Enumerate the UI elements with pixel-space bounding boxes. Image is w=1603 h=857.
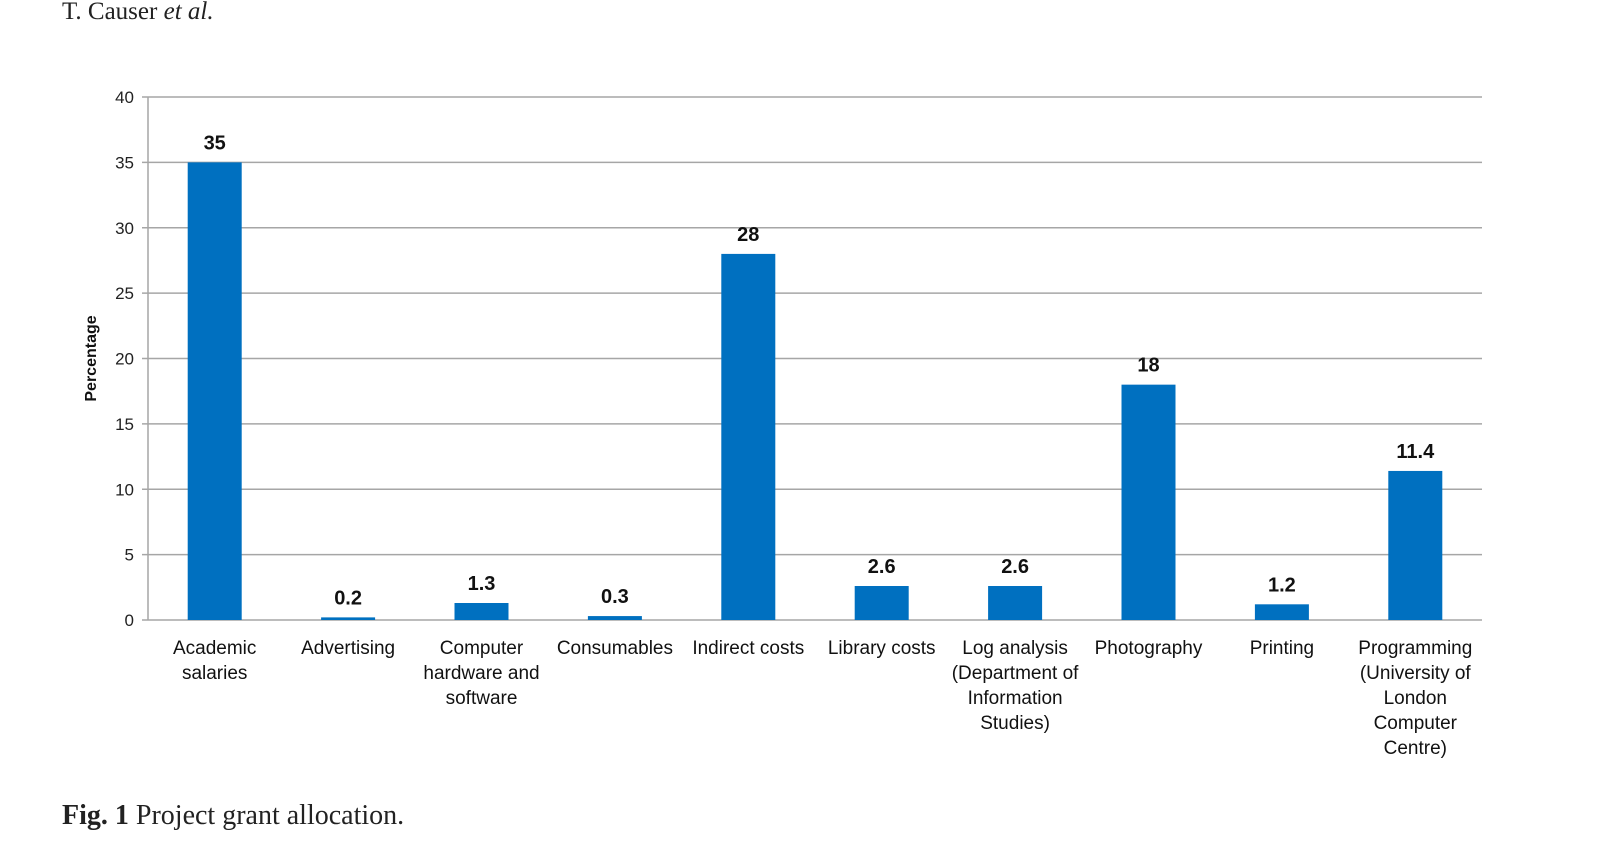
category-label: Academic salaries [173, 638, 256, 684]
category-label-line: Computer [1374, 713, 1458, 734]
y-tick-label: 10 [115, 480, 134, 499]
data-label: 2.6 [1001, 556, 1029, 578]
category-label-line: London [1384, 688, 1447, 709]
figure-caption-text: Project grant allocation. [135, 800, 405, 831]
bar [454, 603, 509, 620]
data-label: 18 [1137, 355, 1159, 377]
category-label: Programming (University of London Computer C… [1358, 638, 1472, 759]
category-label-line: Advertising [301, 638, 395, 659]
category-label-line: software [446, 688, 518, 709]
data-label: 2.6 [868, 556, 896, 578]
category-label: Computer hardware and software [423, 638, 539, 709]
figure-caption: Fig. 1 Project grant allocation. [62, 800, 404, 832]
figure-caption-label: Fig. 1 [62, 800, 129, 831]
category-label-line: Library costs [828, 638, 936, 659]
y-tick-label: 20 [115, 350, 134, 369]
bar [587, 616, 642, 620]
bar [854, 586, 909, 620]
category-label-line: Indirect costs [692, 638, 804, 659]
category-label: Indirect costs [692, 638, 804, 659]
bar [988, 586, 1043, 620]
data-label: 35 [204, 132, 226, 154]
bar [1121, 384, 1176, 620]
category-label: Photography [1095, 638, 1203, 659]
category-label-line: Printing [1250, 638, 1314, 659]
category-label-line: Information [968, 688, 1063, 709]
y-tick-label: 5 [125, 546, 134, 565]
category-label-line: Academic [173, 638, 256, 659]
data-label: 0.2 [334, 587, 362, 609]
category-label-line: (University of [1360, 663, 1472, 684]
category-label-line: (Department of [952, 663, 1079, 684]
data-label: 1.2 [1268, 574, 1296, 596]
category-label-line: Consumables [557, 638, 673, 659]
category-label-line: Programming [1358, 638, 1472, 659]
data-label: 28 [737, 224, 759, 246]
running-head-author: T. Causer [62, 0, 158, 25]
y-tick-label: 25 [115, 284, 134, 303]
y-axis-label: Percentage [83, 315, 100, 401]
category-label: Log analysis (Department of Information Stu… [952, 638, 1079, 734]
category-label: Advertising [301, 638, 395, 659]
y-tick-label: 30 [115, 219, 134, 238]
data-label: 0.3 [601, 586, 629, 608]
bar [721, 253, 776, 620]
category-label: Library costs [828, 638, 936, 659]
data-label: 1.3 [468, 573, 496, 595]
data-label: 11.4 [1396, 441, 1435, 463]
category-label-line: Centre) [1384, 738, 1447, 759]
category-label-line: hardware and [423, 663, 539, 684]
category-label-line: Log analysis [962, 638, 1068, 659]
y-tick-label: 35 [115, 153, 134, 172]
bar [1254, 604, 1309, 620]
running-head-suffix: et al. [163, 0, 214, 25]
category-label-line: Computer [440, 638, 524, 659]
category-label: Printing [1250, 638, 1314, 659]
bar [321, 617, 376, 620]
category-label-line: Photography [1095, 638, 1203, 659]
y-tick-label: 40 [115, 88, 134, 107]
y-tick-label: 15 [115, 415, 134, 434]
category-label-line: salaries [182, 663, 247, 684]
category-label: Consumables [557, 638, 673, 659]
running-head: T. Causer et al. [62, 0, 214, 26]
bar-chart: 0 5 10 15 20 25 30 35 40 Percentage 35 Academic sala… [83, 88, 1482, 759]
category-label-line: Studies) [980, 713, 1050, 734]
bar [187, 162, 242, 620]
y-tick-label: 0 [125, 611, 134, 630]
bar [1388, 470, 1443, 620]
